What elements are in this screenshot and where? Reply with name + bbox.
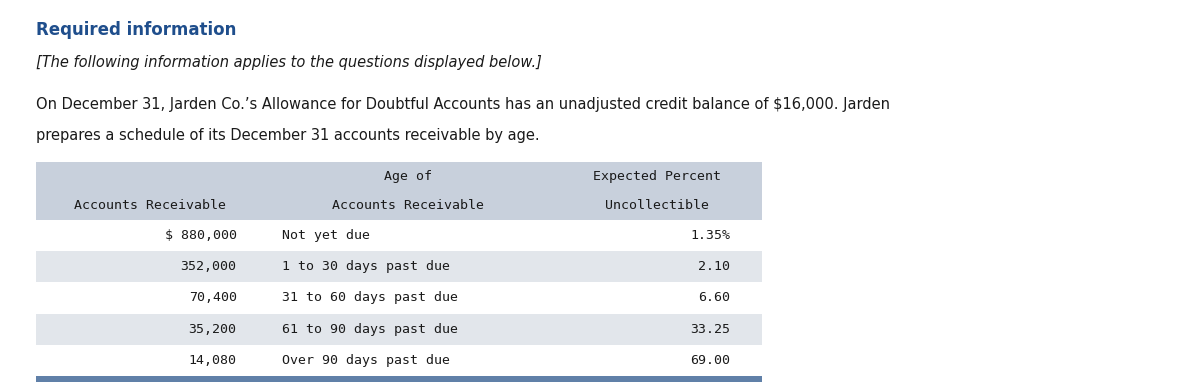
FancyBboxPatch shape [36, 220, 762, 251]
Text: Accounts Receivable: Accounts Receivable [332, 199, 484, 212]
Text: 69.00: 69.00 [690, 354, 731, 367]
FancyBboxPatch shape [36, 282, 762, 314]
FancyBboxPatch shape [36, 251, 762, 282]
Text: Not yet due: Not yet due [282, 229, 370, 242]
Text: 61 to 90 days past due: 61 to 90 days past due [282, 323, 458, 336]
Text: Over 90 days past due: Over 90 days past due [282, 354, 450, 367]
Text: [The following information applies to the questions displayed below.]: [The following information applies to th… [36, 55, 542, 70]
Text: Uncollectible: Uncollectible [605, 199, 709, 212]
Text: Age of: Age of [384, 170, 432, 183]
FancyBboxPatch shape [36, 345, 762, 376]
Text: 1 to 30 days past due: 1 to 30 days past due [282, 260, 450, 273]
Text: $ 880,000: $ 880,000 [164, 229, 236, 242]
Text: 31 to 60 days past due: 31 to 60 days past due [282, 291, 458, 304]
Text: Accounts Receivable: Accounts Receivable [74, 199, 226, 212]
Text: 2.10: 2.10 [698, 260, 731, 273]
FancyBboxPatch shape [36, 314, 762, 345]
Text: 35,200: 35,200 [188, 323, 236, 336]
Text: Expected Percent: Expected Percent [593, 170, 721, 183]
Text: 70,400: 70,400 [188, 291, 236, 304]
FancyBboxPatch shape [36, 162, 762, 220]
Text: 14,080: 14,080 [188, 354, 236, 367]
Text: On December 31, Jarden Co.’s Allowance for Doubtful Accounts has an unadjusted c: On December 31, Jarden Co.’s Allowance f… [36, 97, 890, 112]
FancyBboxPatch shape [36, 376, 762, 382]
Text: Required information: Required information [36, 21, 236, 39]
Text: prepares a schedule of its December 31 accounts receivable by age.: prepares a schedule of its December 31 a… [36, 128, 540, 143]
Text: 352,000: 352,000 [181, 260, 236, 273]
Text: 33.25: 33.25 [690, 323, 731, 336]
Text: 1.35%: 1.35% [690, 229, 731, 242]
Text: 6.60: 6.60 [698, 291, 731, 304]
